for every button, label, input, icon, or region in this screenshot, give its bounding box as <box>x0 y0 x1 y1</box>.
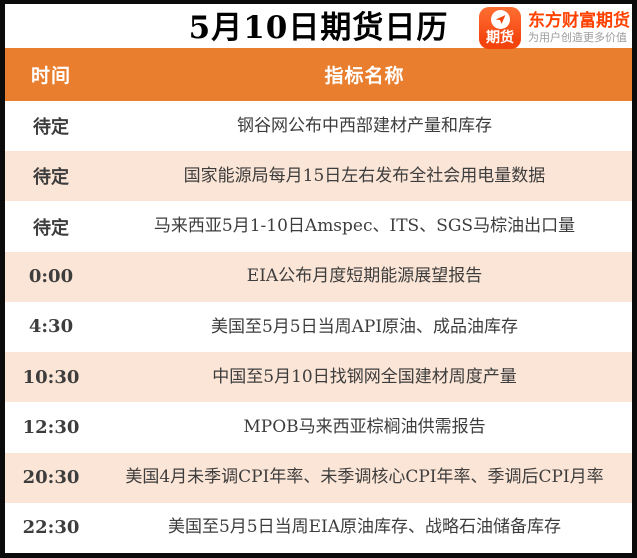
table-row: 待定 马来西亚5月1-10日Amspec、ITS、SGS马棕油出口量 <box>5 201 632 252</box>
table-row: 0:00 EIA公布月度短期能源展望报告 <box>5 251 632 302</box>
time-cell: 待定 <box>33 217 69 239</box>
table-row: 待定 国家能源局每月15日左右发布全社会用电量数据 <box>5 151 632 202</box>
time-cell: 10:30 <box>22 366 80 388</box>
time-cell: 4:30 <box>28 316 74 338</box>
table-body: 待定 钢谷网公布中西部建材产量和库存 待定 国家能源局每月15日左右发布全社会用… <box>5 101 632 553</box>
time-cell: 0:00 <box>28 266 74 288</box>
indicator-cell: 钢谷网公布中西部建材产量和库存 <box>237 115 492 136</box>
indicator-cell: 中国至5月10日找钢网全国建材周度产量 <box>212 366 517 387</box>
indicator-cell: 国家能源局每月15日左右发布全社会用电量数据 <box>183 165 546 186</box>
time-cell: 20:30 <box>22 467 80 489</box>
table-row: 4:30 美国至5月5日当周API原油、成品油库存 <box>5 301 632 353</box>
table-row: 待定 钢谷网公布中西部建材产量和库存 <box>5 101 632 152</box>
calendar-card: 5月10日期货日历 期货 东方财富期货 为用户创造更多价值 时间 <box>5 4 632 553</box>
table-row: 10:30 中国至5月10日找钢网全国建材周度产量 <box>5 352 632 403</box>
title-band: 5月10日期货日历 期货 东方财富期货 为用户创造更多价值 <box>5 4 632 49</box>
table-row: 22:30 美国至5月5日当周EIA原油库存、战略石油储备库存 <box>5 502 632 553</box>
time-cell: 22:30 <box>22 517 80 539</box>
indicator-cell: 马来西亚5月1-10日Amspec、ITS、SGS马棕油出口量 <box>153 216 576 237</box>
brand-logo: 期货 东方财富期货 为用户创造更多价值 <box>479 7 630 49</box>
time-cell: 待定 <box>33 167 69 189</box>
table-row: 20:30 美国4月未季调CPI年率、未季调核心CPI年率、季调后CPI月率 <box>5 452 632 503</box>
table-header-row: 时间 指标名称 <box>5 48 632 101</box>
time-cell: 待定 <box>33 117 69 139</box>
brand-name: 东方财富期货 <box>528 10 630 30</box>
column-header-indicator: 指标名称 <box>324 65 405 87</box>
table-row: 12:30 MPOB马来西亚棕榈油供需报告 <box>5 402 632 453</box>
brand-text-block: 东方财富期货 为用户创造更多价值 <box>528 10 630 47</box>
indicator-cell: EIA公布月度短期能源展望报告 <box>246 266 483 287</box>
column-header-time: 时间 <box>30 65 71 87</box>
paper-plane-icon <box>490 10 510 29</box>
indicator-cell: 美国4月未季调CPI年率、未季调核心CPI年率、季调后CPI月率 <box>125 467 604 488</box>
indicator-cell: MPOB马来西亚棕榈油供需报告 <box>243 416 486 437</box>
page-title: 5月10日期货日历 <box>188 9 449 46</box>
futures-app-icon: 期货 <box>479 7 521 49</box>
app-icon-label: 期货 <box>486 29 514 45</box>
indicator-cell: 美国至5月5日当周API原油、成品油库存 <box>210 316 519 337</box>
indicator-cell: 美国至5月5日当周EIA原油库存、战略石油储备库存 <box>167 517 562 538</box>
time-cell: 12:30 <box>22 416 80 438</box>
brand-slogan: 为用户创造更多价值 <box>528 31 627 44</box>
